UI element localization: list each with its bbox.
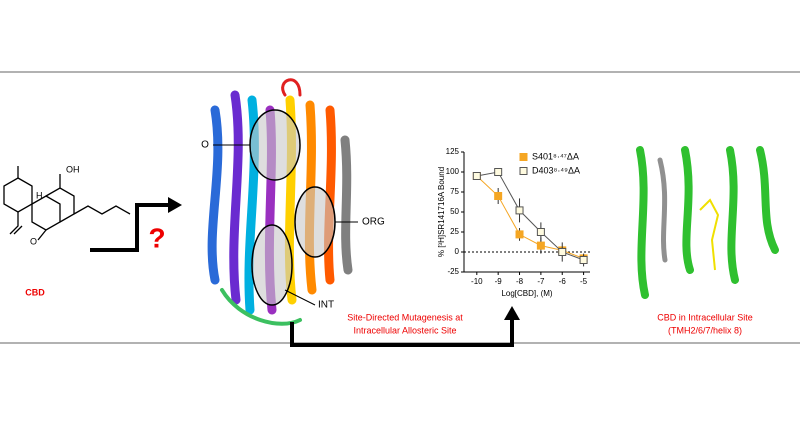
molecule [3, 166, 131, 241]
data-point [515, 206, 524, 215]
legend-label: S401⁸·⁴⁷ΔA [532, 151, 579, 161]
fit-line [476, 171, 584, 261]
question-mark: ? [148, 222, 165, 253]
data-point [536, 241, 545, 250]
y-tick-label: 50 [450, 207, 459, 216]
atom-label: OH [66, 164, 80, 174]
x-axis-label: Log[CBD], (M) [501, 289, 552, 298]
data-point [536, 228, 545, 236]
cbd-site-image [625, 145, 800, 300]
data-point [472, 172, 481, 180]
site-label: ORG [362, 217, 385, 228]
y-tick-label: -25 [447, 267, 459, 276]
legend-marker [519, 167, 528, 175]
x-tick-label: -5 [580, 277, 588, 286]
data-point [494, 168, 503, 176]
atom-label: H [36, 190, 43, 200]
y-tick-label: 100 [446, 167, 460, 176]
y-tick-label: 75 [450, 187, 459, 196]
data-point [558, 248, 567, 256]
caption: (TMH2/6/7/helix 8) [668, 325, 742, 335]
y-axis-label: % [³H]SR141716A Bound [437, 167, 446, 257]
x-tick-label: -7 [537, 277, 545, 286]
data-point [494, 192, 503, 200]
data-point [515, 230, 524, 239]
caption: Intracellular Allosteric Site [353, 325, 456, 335]
x-tick-label: -6 [559, 277, 567, 286]
legend-marker [519, 153, 528, 161]
caption: Site-Directed Mutagenesis at [347, 312, 463, 322]
arrow [290, 318, 514, 347]
x-tick-label: -9 [495, 277, 503, 286]
site-label: O [201, 140, 209, 151]
site-label: INT [318, 300, 334, 311]
atom-label: O [30, 236, 37, 246]
y-tick-label: 0 [455, 247, 460, 256]
data-point [579, 256, 588, 264]
legend-label: D403⁸·⁴⁹ΔA [532, 165, 580, 175]
arrow-head [168, 197, 182, 213]
y-tick-label: 125 [446, 147, 460, 156]
leader [284, 289, 316, 306]
fit-line [476, 175, 584, 259]
x-tick-label: -8 [516, 277, 524, 286]
caption: CBD in Intracellular Site [657, 312, 753, 322]
molecule-label: CBD [25, 287, 45, 297]
y-tick-label: 25 [450, 227, 459, 236]
site-ellipses [249, 109, 336, 306]
x-tick-label: -10 [471, 277, 483, 286]
arrow-head [504, 306, 520, 320]
arrow [90, 203, 170, 252]
